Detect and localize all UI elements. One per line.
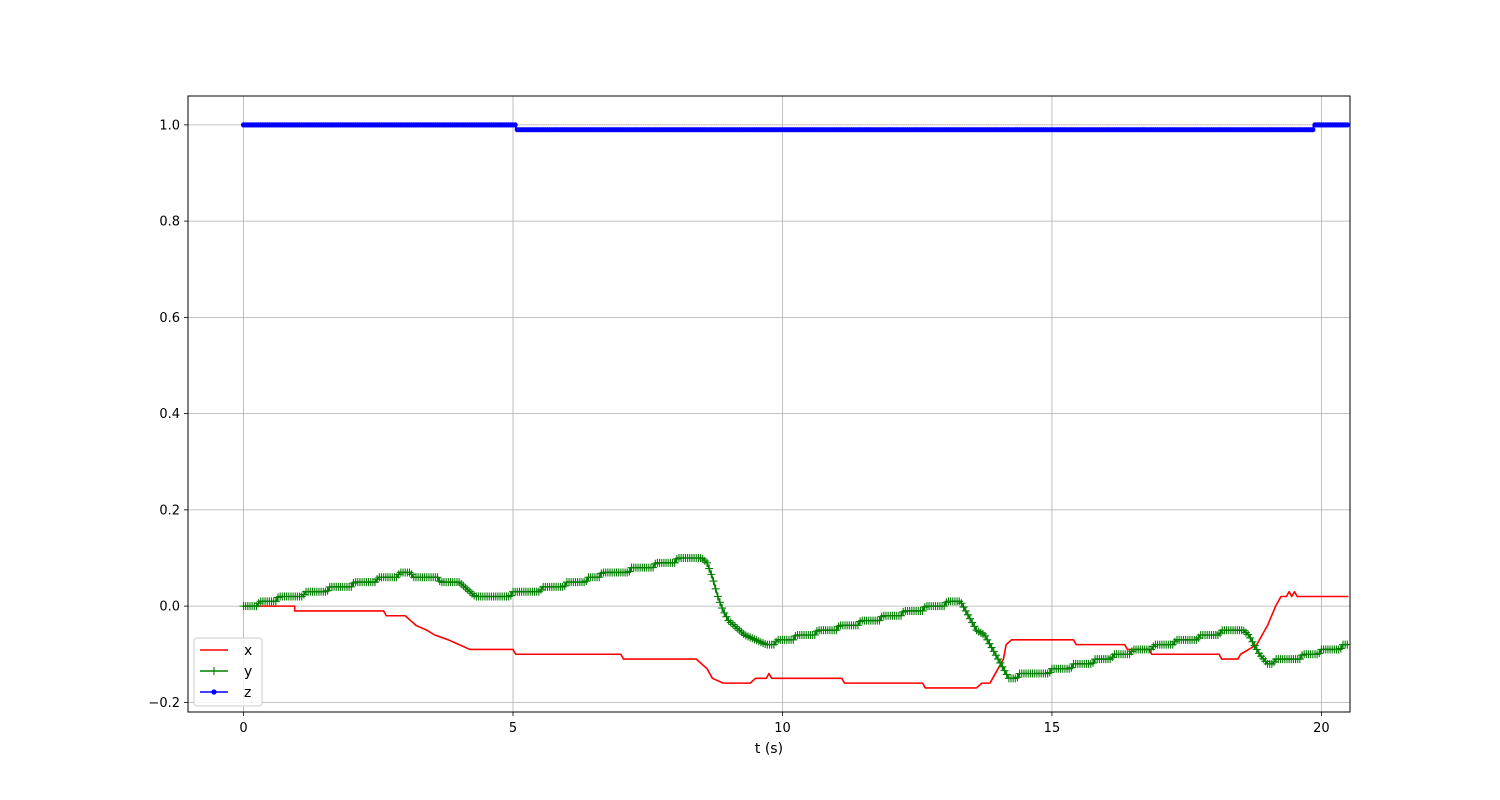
z-marker	[211, 689, 217, 695]
y-tick-label: 0.8	[159, 215, 180, 230]
y-tick-label: −0.2	[148, 696, 180, 711]
y-tick-label: 0.2	[159, 503, 180, 518]
z-marker	[1344, 122, 1350, 128]
y-tick-label: 0.0	[159, 600, 180, 615]
y-marker	[707, 570, 716, 579]
z-marker	[512, 122, 518, 128]
y-marker	[705, 564, 714, 573]
x-tick-label: 15	[1044, 721, 1061, 736]
y-tick-label: 1.0	[159, 118, 180, 133]
legend-label: z	[244, 685, 251, 701]
y-tick-label: 0.4	[159, 407, 180, 422]
plot-frame	[187, 95, 1351, 713]
series-x	[243, 590, 1349, 689]
legend-entry-x: x	[200, 643, 252, 659]
legend: xyz	[193, 637, 263, 707]
x-line	[243, 590, 1349, 689]
y-marker	[711, 584, 720, 593]
y-marker	[713, 592, 722, 601]
x-tick-label: 20	[1313, 721, 1330, 736]
y-marker	[703, 558, 712, 567]
series-y	[239, 554, 1350, 683]
y-marker	[709, 577, 718, 586]
y-marker	[210, 667, 218, 675]
x-axis: 0 5 10 15 20	[239, 712, 1330, 736]
series-layer	[239, 122, 1350, 689]
x-tick-label: 0	[239, 721, 247, 736]
x-tick-label: 10	[774, 721, 791, 736]
legend-entry-y: y	[200, 664, 252, 680]
legend-box	[193, 637, 263, 707]
legend-label: y	[244, 664, 252, 680]
legend-label: x	[244, 643, 252, 659]
legend-entry-z: z	[200, 685, 251, 701]
plot-area	[239, 122, 1350, 689]
x-tick-label: 5	[509, 721, 517, 736]
series-z	[240, 122, 1350, 133]
y-marker	[715, 598, 724, 607]
x-axis-label: t (s)	[755, 741, 783, 757]
y-axis: −0.2 0.0 0.2 0.4 0.6 0.8 1.0	[148, 118, 188, 711]
y-marker	[718, 604, 727, 613]
z-marker	[1310, 127, 1316, 133]
grid	[188, 96, 1350, 712]
y-tick-label: 0.6	[159, 311, 180, 326]
